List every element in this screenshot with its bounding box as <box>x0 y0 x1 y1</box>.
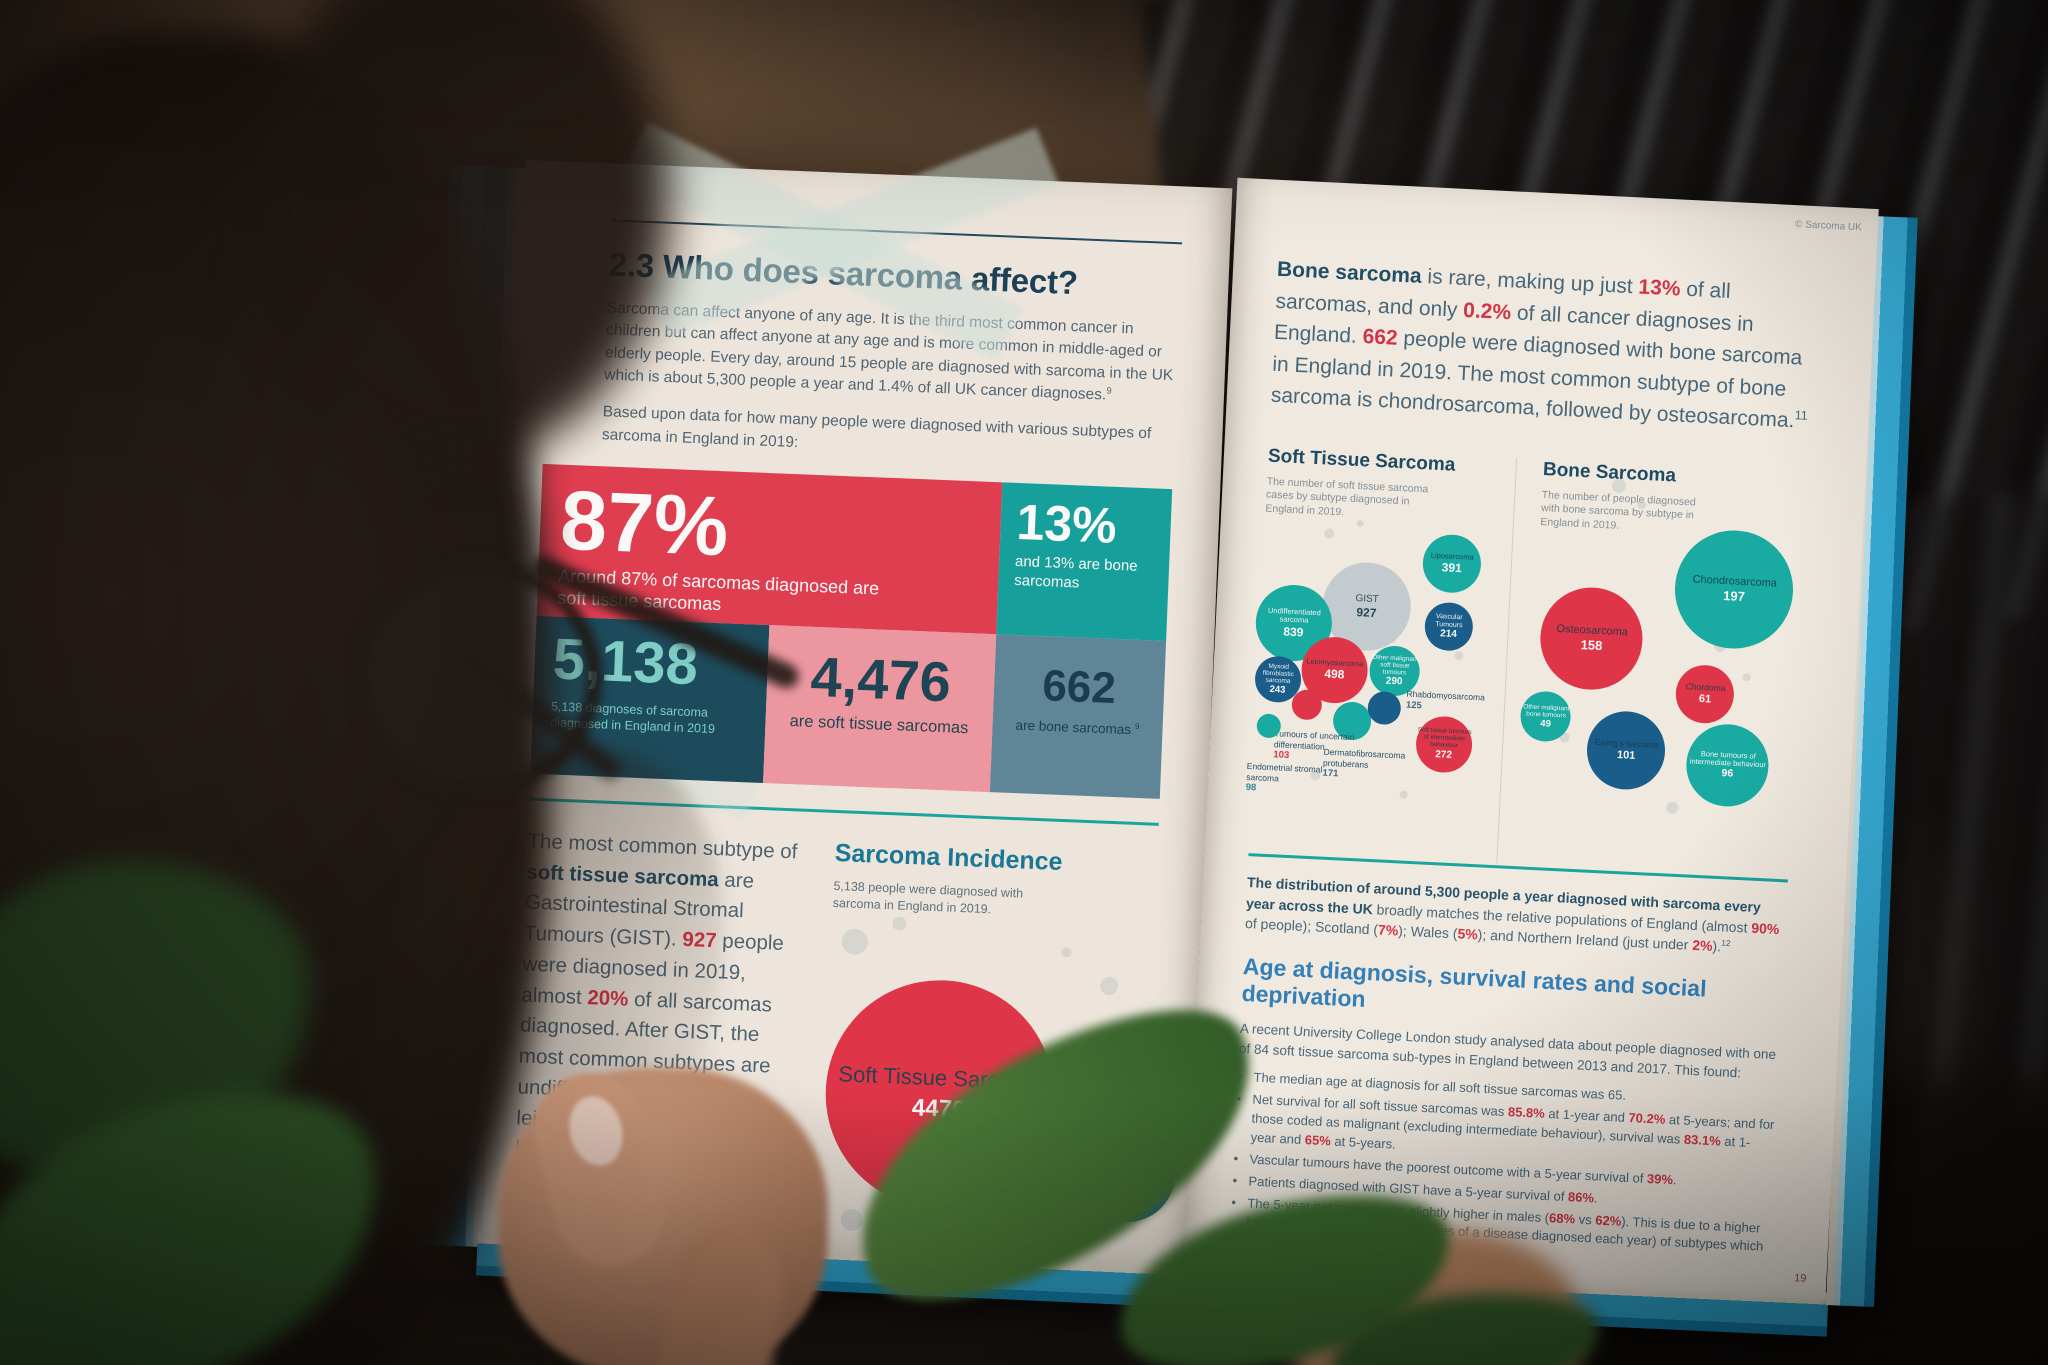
headline-stats: 87% Around 87% of sarcomas diagnosed are… <box>530 463 1173 799</box>
bubble-tumours-of-uncertain-differentiation <box>1291 689 1323 721</box>
footnote-11: 11 <box>1794 408 1809 423</box>
age-section-heading: Age at diagnosis, survival rates and soc… <box>1241 953 1708 1013</box>
soft-tissue-bubbles: GIST 927 Undifferentiated sarcoma 839 Le… <box>1245 520 1513 864</box>
bone-chart: Bone Sarcoma The number of people diagno… <box>1496 457 1808 878</box>
distribution-paragraph: The distribution of around 5,300 people … <box>1244 874 1780 955</box>
stat-bone-count: 662 are bone sarcomas 9 <box>989 634 1167 799</box>
bubble-chondrosarcoma: Chondrosarcoma 197 <box>1672 528 1797 652</box>
soft-tissue-chart: Soft Tissue Sarcoma The number of soft t… <box>1245 445 1517 864</box>
stat-caption: and 13% are bone sarcomas <box>1013 552 1138 592</box>
bone-sarcoma-intro: Bone sarcoma is rare, making up just 13%… <box>1270 257 1809 433</box>
stat-value: 4,476 <box>809 644 953 714</box>
page-number: 19 <box>1793 1272 1807 1285</box>
chart-heading: Soft Tissue Sarcoma <box>1267 445 1456 476</box>
label-tumours-of-uncertain-differentiation: Tumours of uncertain differentiation 103 <box>1273 728 1355 761</box>
bone-bubbles: Chondrosarcoma 197 Osteosarcoma 158 Ewin… <box>1519 478 1804 878</box>
basis-paragraph: Based upon data for how many people were… <box>601 403 1152 451</box>
stat-caption: are bone sarcomas 9 <box>1015 717 1140 738</box>
footnote-12: 12 <box>1721 937 1731 949</box>
chart-subtitle: The number of people diagnosed with bone… <box>1540 488 1697 532</box>
bubble-chordoma: Chordoma 61 <box>1674 664 1736 726</box>
reader-head <box>250 0 670 460</box>
bubble-soft-tissue-tumours-of-intermediate-behaviour: Soft tissue tumours of intermediate beha… <box>1414 715 1474 775</box>
bubble-rhabdomyosarcoma <box>1366 691 1402 726</box>
footnote-9: 9 <box>1134 721 1140 732</box>
stat-value: 662 <box>1041 661 1117 714</box>
stat-bone-percent: 13% and 13% are bone sarcomas <box>996 482 1173 642</box>
subtype-charts: Soft Tissue Sarcoma The number of soft t… <box>1245 445 1808 878</box>
chart-heading: Bone Sarcoma <box>1542 458 1677 487</box>
bold-bone-sarcoma: Bone sarcoma <box>1276 257 1423 288</box>
footnote-9: 9 <box>1106 385 1112 397</box>
bubble-liposarcoma: Liposarcoma 391 <box>1421 533 1483 595</box>
bubble-vascular-tumours: Vascular Tumours 214 <box>1423 601 1474 653</box>
right-page: © Sarcoma UK Bone sarcoma is rare, makin… <box>1184 177 1879 1300</box>
label-rhabdomyosarcoma: Rhabdomyosarcoma 125 <box>1405 689 1486 711</box>
chart-subtitle: The number of soft tissue sarcoma cases … <box>1265 475 1429 519</box>
stat-caption: are soft tissue sarcomas <box>789 711 969 738</box>
incidence-heading: Sarcoma Incidence <box>834 838 1064 877</box>
bubble-osteosarcoma: Osteosarcoma 158 <box>1538 585 1646 693</box>
stat-soft-tissue-count: 4,476 are soft tissue sarcomas <box>763 625 997 793</box>
stat-value: 13% <box>1015 493 1118 554</box>
bubble-bone-tumours-of-intermediate-behaviour: Bone tumours of intermediate behaviour 9… <box>1684 722 1771 809</box>
stat-value: 87% <box>558 472 731 574</box>
bubble-ewings-sarcoma: Ewing's sarcoma 101 <box>1585 709 1668 792</box>
label-endometrial-stromal-sarcoma: Endometrial stromal sarcoma 98 <box>1245 761 1323 794</box>
copyright-note: © Sarcoma UK <box>1794 219 1863 234</box>
incidence-subtitle: 5,138 people were diagnosed with sarcoma… <box>832 878 1024 917</box>
